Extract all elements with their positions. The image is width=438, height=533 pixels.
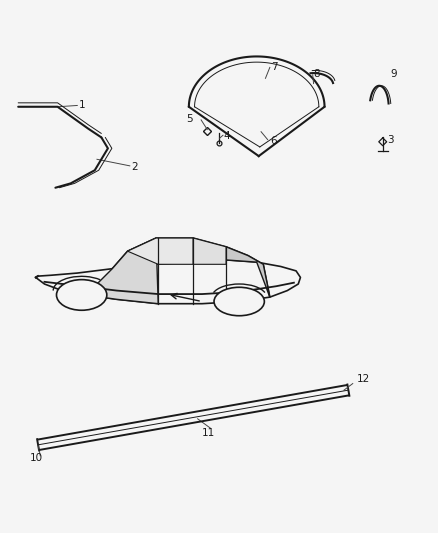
Text: 7: 7 [270, 61, 277, 71]
Polygon shape [193, 238, 226, 264]
Text: 9: 9 [389, 69, 396, 79]
Text: 6: 6 [269, 136, 276, 146]
Ellipse shape [57, 280, 106, 310]
Polygon shape [226, 247, 269, 297]
Text: 10: 10 [29, 453, 42, 463]
Polygon shape [127, 238, 193, 264]
Text: 8: 8 [312, 69, 319, 79]
Text: 4: 4 [223, 131, 230, 141]
Text: 1: 1 [78, 100, 85, 110]
Text: 12: 12 [357, 374, 370, 384]
Text: 11: 11 [201, 428, 215, 438]
Polygon shape [86, 238, 158, 304]
Text: 5: 5 [186, 114, 193, 124]
Text: 3: 3 [386, 135, 392, 144]
Ellipse shape [214, 287, 264, 316]
Text: 2: 2 [131, 162, 138, 172]
